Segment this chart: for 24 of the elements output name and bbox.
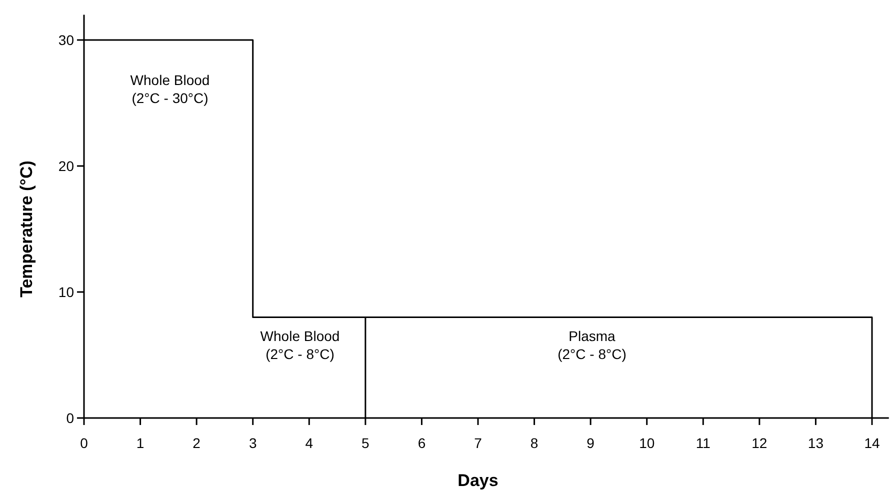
annotation: Whole Blood (2°C - 30°C) bbox=[130, 72, 210, 106]
y-tick-label: 0 bbox=[66, 410, 74, 426]
x-tick-label: 12 bbox=[752, 435, 768, 451]
annotation: Plasma (2°C - 8°C) bbox=[558, 328, 626, 362]
x-tick-label: 3 bbox=[248, 435, 257, 451]
x-tick-label: 4 bbox=[305, 435, 314, 451]
x-tick-label: 0 bbox=[80, 435, 88, 451]
annotation: Whole Blood (2°C - 8°C) bbox=[260, 328, 340, 362]
x-tick-label: 13 bbox=[808, 435, 824, 451]
x-tick-label: 2 bbox=[192, 435, 201, 451]
y-tick-label: 30 bbox=[58, 32, 74, 48]
x-tick-label: 8 bbox=[530, 435, 538, 451]
x-axis-title: Days bbox=[458, 471, 498, 490]
y-tick-label: 20 bbox=[58, 158, 74, 174]
x-tick-label: 9 bbox=[586, 435, 595, 451]
x-tick-label: 6 bbox=[418, 435, 426, 451]
x-tick-label: 5 bbox=[362, 435, 370, 451]
x-tick-label: 1 bbox=[136, 435, 144, 451]
y-tick-label: 10 bbox=[58, 284, 74, 300]
x-tick-label: 10 bbox=[639, 435, 655, 451]
x-tick-label: 7 bbox=[474, 435, 482, 451]
x-tick-label: 14 bbox=[864, 435, 880, 451]
y-axis-title: Temperature (°C) bbox=[17, 160, 36, 298]
x-tick-label: 11 bbox=[696, 435, 711, 451]
